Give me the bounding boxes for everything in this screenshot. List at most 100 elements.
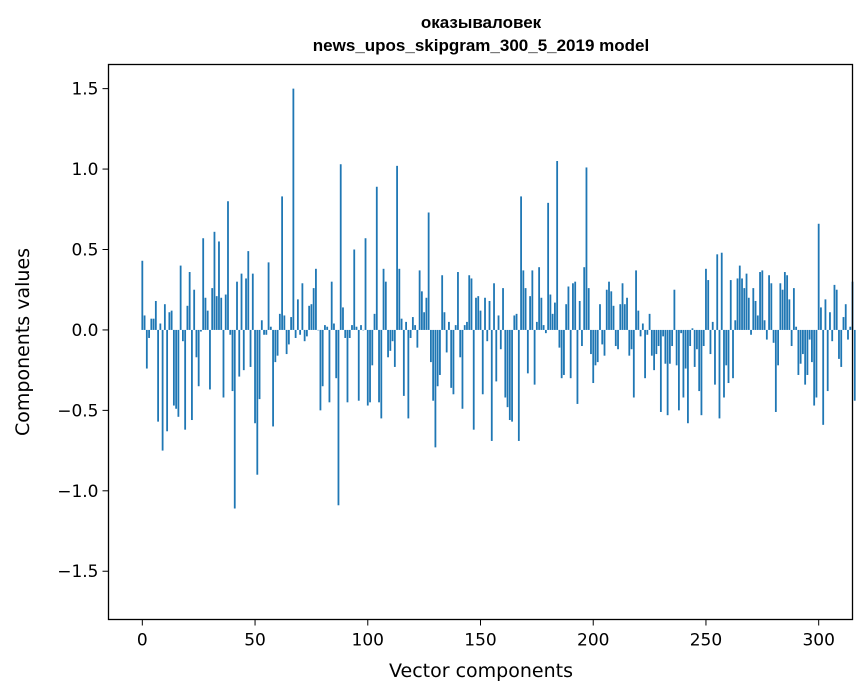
bar-313 <box>847 329 849 340</box>
bar-226 <box>650 329 653 356</box>
bar-219 <box>635 270 637 330</box>
bar-240 <box>682 329 685 398</box>
bar-144 <box>466 321 468 330</box>
bar-218 <box>632 329 635 398</box>
bar-27 <box>202 238 205 330</box>
bar-211 <box>617 329 619 350</box>
bar-206 <box>605 289 608 330</box>
bar-60 <box>276 329 279 356</box>
bar-207 <box>608 281 610 330</box>
bar-42 <box>236 281 238 330</box>
bar-86 <box>335 329 338 379</box>
bar-29 <box>206 310 209 330</box>
bar-159 <box>499 329 502 350</box>
bar-306 <box>831 329 834 342</box>
bar-260 <box>727 329 730 384</box>
bar-228 <box>655 329 658 355</box>
x-tick-label: 100 <box>352 631 384 651</box>
bar-289 <box>792 288 795 330</box>
bar-265 <box>738 265 741 330</box>
bar-213 <box>621 283 624 330</box>
bar-164 <box>511 329 513 422</box>
bar-187 <box>563 329 565 375</box>
bar-83 <box>328 329 331 403</box>
bar-276 <box>763 320 766 330</box>
bar-16 <box>177 329 180 417</box>
bar-258 <box>723 329 725 398</box>
bar-193 <box>576 329 579 404</box>
bar-162 <box>506 329 509 408</box>
bar-145 <box>468 275 471 330</box>
bar-292 <box>799 329 802 364</box>
bar-202 <box>596 329 599 363</box>
bar-254 <box>714 329 716 385</box>
bar-56 <box>267 262 270 330</box>
bar-287 <box>788 299 791 330</box>
bar-110 <box>389 329 392 351</box>
bar-90 <box>344 329 347 338</box>
bar-136 <box>448 321 450 330</box>
bar-190 <box>569 329 572 379</box>
bar-197 <box>585 167 588 330</box>
bar-235 <box>671 329 674 347</box>
bar-153 <box>486 329 489 342</box>
bar-163 <box>508 329 511 421</box>
bar-89 <box>342 307 344 330</box>
bar-132 <box>439 329 441 375</box>
bar-94 <box>353 249 356 330</box>
bar-295 <box>806 329 809 375</box>
bar-184 <box>556 161 559 330</box>
bar-239 <box>680 329 683 334</box>
bar-152 <box>484 297 486 330</box>
x-axis-label: Vector components <box>389 660 573 682</box>
bar-17 <box>179 265 182 330</box>
bar-303 <box>824 299 827 330</box>
bar-173 <box>531 270 534 330</box>
bar-269 <box>747 297 750 330</box>
bar-135 <box>445 329 448 353</box>
bar-35 <box>220 297 223 330</box>
bar-2 <box>145 329 148 369</box>
bar-28 <box>204 297 207 330</box>
bar-204 <box>601 329 604 345</box>
bar-99 <box>364 238 367 330</box>
bar-176 <box>538 267 541 330</box>
bar-75 <box>310 304 313 330</box>
bar-126 <box>425 297 428 330</box>
bar-55 <box>265 329 268 335</box>
bar-48 <box>249 329 252 367</box>
bar-227 <box>653 329 655 371</box>
bar-166 <box>515 313 518 330</box>
bar-284 <box>781 289 784 330</box>
bar-214 <box>623 304 626 330</box>
bar-255 <box>716 254 719 330</box>
bar-170 <box>524 288 527 330</box>
y-tick-label: −0.5 <box>57 401 98 421</box>
bar-70 <box>299 329 302 335</box>
bar-87 <box>337 329 340 506</box>
bar-31 <box>211 288 214 330</box>
bar-46 <box>245 278 247 330</box>
bar-283 <box>779 283 782 330</box>
bar-151 <box>481 329 484 395</box>
bar-138 <box>452 329 455 395</box>
bar-147 <box>472 329 475 430</box>
bar-291 <box>797 329 800 375</box>
bar-220 <box>637 310 640 330</box>
bar-80 <box>321 329 324 387</box>
bar-59 <box>274 329 277 363</box>
bar-3 <box>148 329 150 338</box>
bar-290 <box>795 326 798 330</box>
bar-119 <box>409 329 412 338</box>
bar-203 <box>599 304 601 330</box>
bar-95 <box>355 326 358 330</box>
bar-33 <box>215 296 218 330</box>
bar-146 <box>470 278 473 330</box>
bar-93 <box>351 325 353 330</box>
bar-8 <box>159 323 162 330</box>
bar-61 <box>278 313 281 330</box>
bar-299 <box>815 329 818 398</box>
bar-158 <box>497 315 500 330</box>
bar-205 <box>603 329 606 356</box>
